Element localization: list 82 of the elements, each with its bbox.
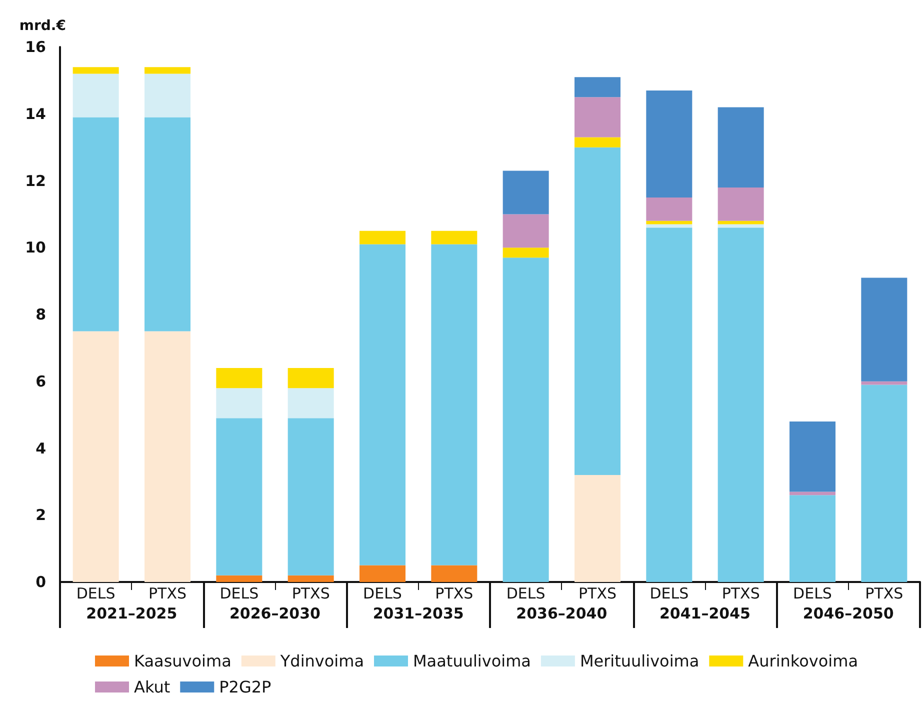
bar xyxy=(72,74,119,118)
bar xyxy=(144,117,190,332)
text: 2026–2030 xyxy=(230,604,320,622)
y-tick-label: 6 xyxy=(36,372,46,390)
x-tick-label: DELS xyxy=(220,584,259,602)
y-tick-label: 10 xyxy=(25,238,46,257)
bar xyxy=(646,224,692,228)
x-tick-label: PTXS xyxy=(865,584,904,602)
bar xyxy=(790,495,836,582)
bar xyxy=(574,147,620,475)
y-tick-label: 4 xyxy=(36,439,46,458)
bar xyxy=(431,565,478,582)
bar xyxy=(574,475,620,582)
bar xyxy=(144,67,190,74)
y-tick-label: 2 xyxy=(36,506,46,524)
x-tick-label: DELS xyxy=(506,584,546,602)
bar xyxy=(861,381,908,385)
bar xyxy=(144,331,190,582)
legend-label: Kaasuvoima xyxy=(134,652,232,670)
y-tick-label: 16 xyxy=(25,38,46,56)
bar xyxy=(861,278,908,382)
bar xyxy=(360,230,406,244)
text: 2021–2025 xyxy=(86,604,178,622)
x-tick-label: DELS xyxy=(363,584,402,602)
legend-label: P2G2P xyxy=(219,678,272,696)
bar xyxy=(288,575,334,582)
text: 2041–2045 xyxy=(660,604,750,622)
y-axis-title: mrd.€ xyxy=(19,18,66,34)
bar xyxy=(718,224,764,228)
legend-label: Aurinkovoima xyxy=(748,652,858,670)
bar xyxy=(718,220,764,224)
y-tick-label: 14 xyxy=(25,104,46,123)
bar xyxy=(574,77,620,98)
bar xyxy=(502,258,549,582)
legend-label: Ydinvoima xyxy=(279,652,364,670)
bar xyxy=(646,197,692,221)
bar xyxy=(861,384,908,582)
bar xyxy=(718,107,764,188)
bar xyxy=(360,565,406,582)
bar xyxy=(216,388,262,418)
x-tick-label: DELS xyxy=(793,584,832,602)
bar xyxy=(72,67,119,74)
y-tick-label: 8 xyxy=(36,306,46,324)
legend-label: Merituulivoima xyxy=(580,652,700,670)
x-tick-label: PTXS xyxy=(292,584,330,602)
bar xyxy=(718,187,764,221)
text: 2046–2050 xyxy=(802,604,894,622)
y-tick-label: 0 xyxy=(36,573,46,591)
x-tick-label: DELS xyxy=(650,584,689,602)
bar xyxy=(216,418,262,576)
text: 2031–2035 xyxy=(372,604,464,622)
bar xyxy=(502,214,549,248)
bar xyxy=(574,137,620,148)
bar xyxy=(431,244,478,566)
x-tick-label: PTXS xyxy=(148,584,187,602)
bar xyxy=(72,117,119,332)
bar xyxy=(646,90,692,198)
bar xyxy=(502,170,549,214)
bar xyxy=(790,422,836,492)
legend-label: Maatuulivoima xyxy=(413,652,531,670)
bar xyxy=(288,418,334,576)
bar xyxy=(288,368,334,388)
x-tick-label: PTXS xyxy=(578,584,617,602)
bar xyxy=(216,368,262,388)
bar xyxy=(718,228,764,582)
x-tick-label: PTXS xyxy=(435,584,474,602)
bar xyxy=(72,331,119,582)
bar xyxy=(216,575,262,582)
bar xyxy=(144,74,190,118)
y-tick-label: 12 xyxy=(25,172,46,190)
bar xyxy=(790,492,836,496)
bar xyxy=(574,97,620,138)
bar xyxy=(288,388,334,418)
bar xyxy=(646,228,692,582)
x-tick-label: PTXS xyxy=(722,584,760,602)
x-tick-label: DELS xyxy=(76,584,116,602)
legend-label: Akut xyxy=(134,678,170,696)
text: 2036–2040 xyxy=(516,604,608,622)
bar xyxy=(431,230,478,244)
bar xyxy=(360,244,406,566)
bar xyxy=(502,248,549,258)
bar xyxy=(646,220,692,224)
